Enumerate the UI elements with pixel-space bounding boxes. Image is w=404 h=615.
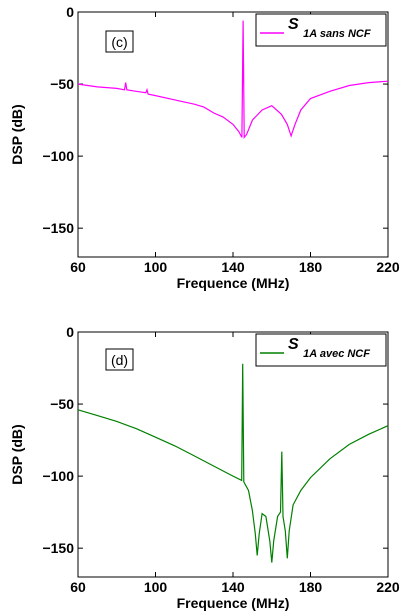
- legend-entry: S 1A avec NCF: [288, 336, 370, 360]
- x-tick-label: 140: [221, 259, 245, 275]
- legend-box: [255, 333, 387, 367]
- legend-entry: S 1A sans NCF: [288, 16, 371, 40]
- panel-tag-box: [105, 30, 134, 53]
- x-tick-label: 180: [299, 259, 323, 275]
- x-tick-label: 100: [144, 579, 168, 595]
- y-axis-label: DSP (dB): [9, 424, 25, 484]
- panel-tag-label: (d): [111, 352, 128, 368]
- y-tick-label: −50: [50, 396, 74, 412]
- x-tick-label: 60: [70, 259, 86, 275]
- x-tick-label: 220: [376, 579, 400, 595]
- chart-panel-d: 60 100 140 180 220 0 −50 −100 −150 (d) S 1A avec…: [9, 324, 400, 611]
- plot-frame: [77, 11, 389, 258]
- legend: S 1A avec NCF: [255, 333, 387, 367]
- series-line-s1a-avec-ncf: [77, 363, 389, 563]
- legend-symbol: S: [288, 336, 299, 353]
- legend: S 1A sans NCF: [255, 13, 387, 47]
- y-tick-label: 0: [66, 324, 74, 340]
- panel-tag-box: [105, 348, 134, 371]
- x-tick-label: 60: [70, 579, 86, 595]
- x-tick-label: 140: [221, 579, 245, 595]
- y-axis-label: DSP (dB): [9, 104, 25, 164]
- panel-tag: (c): [105, 30, 134, 53]
- y-tick-label: −150: [42, 220, 74, 236]
- x-tick-label: 180: [299, 579, 323, 595]
- chart-panel-c: 60 100 140 180 220 0 −50 −100 −150 (c) S 1A sans…: [9, 4, 400, 291]
- x-axis-label: Frequence (MHz): [177, 595, 290, 611]
- x-tick-label: 220: [376, 259, 400, 275]
- x-axis-label: Frequence (MHz): [177, 275, 290, 291]
- axis-ticks: 60 100 140 180 220 0 −50 −100 −150: [42, 324, 399, 595]
- series-line-s1a-sans-ncf: [77, 20, 389, 140]
- y-tick-label: −150: [42, 540, 74, 556]
- axis-ticks: 60 100 140 180 220 0 −50 −100 −150: [42, 4, 399, 275]
- y-tick-label: −50: [50, 76, 74, 92]
- panel-tag-label: (c): [111, 34, 127, 50]
- legend-subscript: 1A sans NCF: [303, 28, 371, 40]
- y-tick-label: 0: [66, 4, 74, 20]
- x-tick-label: 100: [144, 259, 168, 275]
- y-tick-label: −100: [42, 148, 74, 164]
- panel-tag: (d): [105, 348, 134, 371]
- legend-box: [255, 13, 387, 47]
- y-tick-label: −100: [42, 468, 74, 484]
- legend-subscript: 1A avec NCF: [303, 348, 370, 360]
- legend-symbol: S: [288, 16, 299, 33]
